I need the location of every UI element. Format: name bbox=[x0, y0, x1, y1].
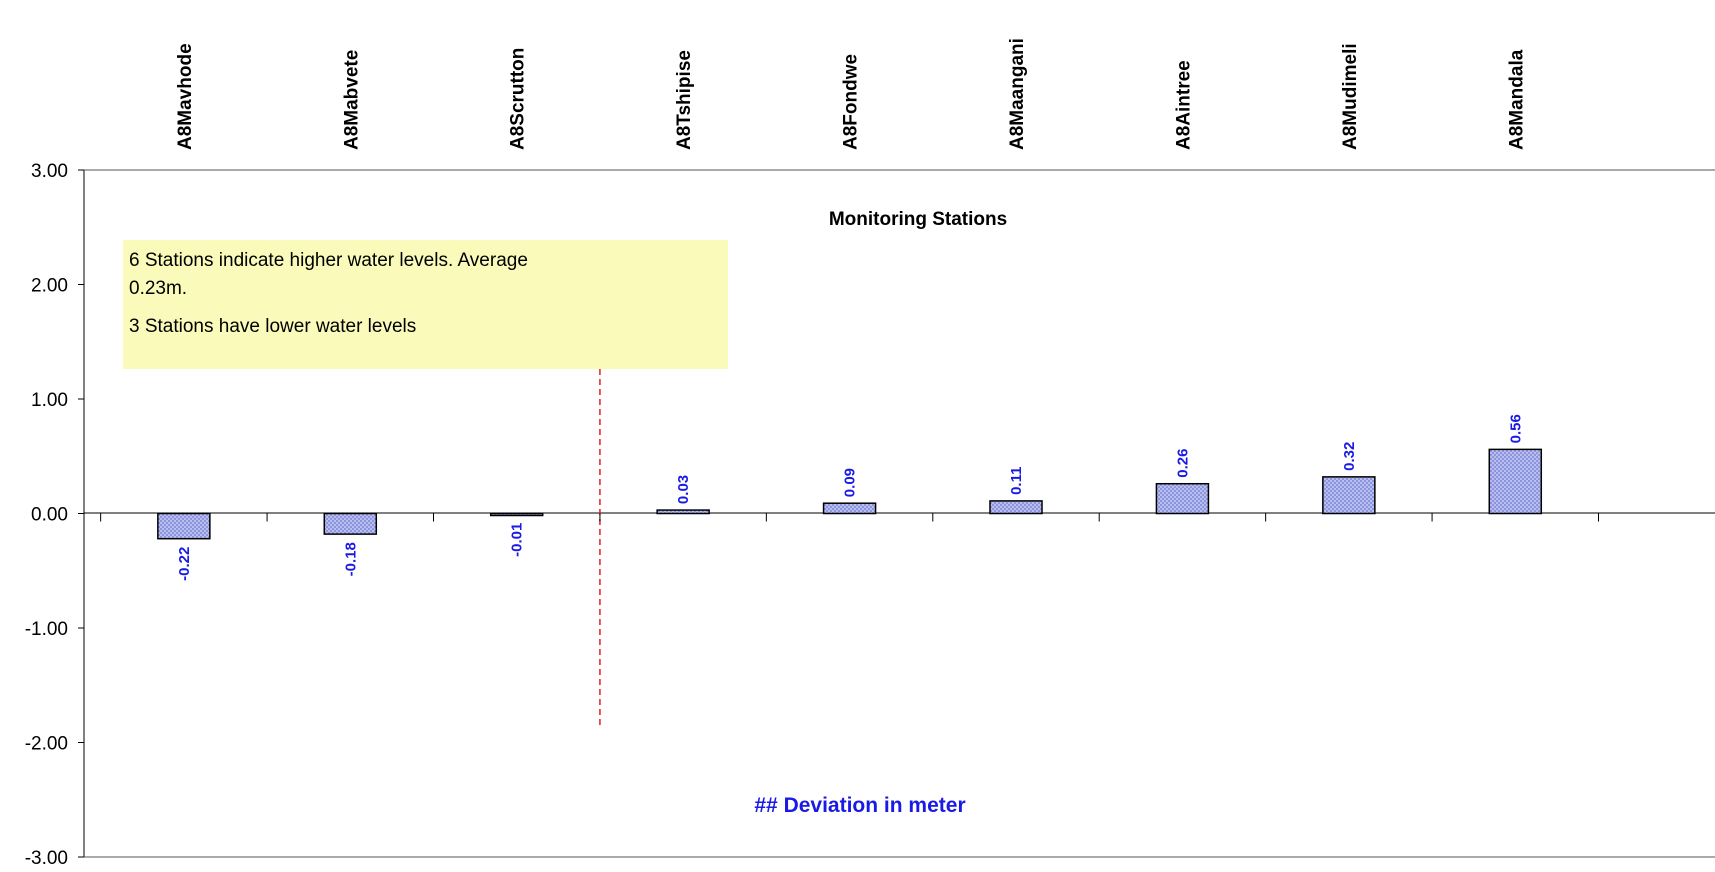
data-label: 0.32 bbox=[1341, 442, 1358, 471]
bar-a8aintree bbox=[1155, 482, 1210, 515]
category-label: A8Mavhode bbox=[175, 43, 196, 150]
category-label: A8Aintree bbox=[1173, 60, 1194, 150]
deviation-label: ## Deviation in meter bbox=[754, 794, 965, 817]
data-label: 0.03 bbox=[675, 475, 692, 504]
category-label: A8Maangani bbox=[1007, 38, 1028, 150]
category-labels: A8Mavhode A8Mabvete A8Scrutton A8Tshipise A8… bbox=[175, 38, 1527, 150]
category-label: A8Mabvete bbox=[341, 50, 362, 150]
bar-a8scrutton bbox=[489, 512, 544, 517]
bar-a8mabvete bbox=[323, 512, 378, 535]
bar-a8maangani bbox=[989, 500, 1043, 515]
y-tick-label: 1.00 bbox=[31, 390, 68, 411]
y-axis-ticks: 3.00 2.00 1.00 0.00 -1.00 -2.00 -3.00 bbox=[25, 161, 84, 869]
x-axis-ticks bbox=[100, 513, 1599, 522]
data-label: 0.09 bbox=[842, 468, 859, 497]
category-label: A8Tshipise bbox=[674, 50, 695, 150]
annotation-line-3: 3 Stations have lower water levels bbox=[129, 316, 416, 337]
data-labels: -0.22 -0.18 -0.01 0.03 0.09 0.11 0.26 0.32 0.56 bbox=[176, 414, 1524, 581]
bar-a8tshipise bbox=[656, 509, 710, 515]
y-tick-label: 3.00 bbox=[31, 161, 68, 182]
chart-title: Monitoring Stations bbox=[829, 209, 1007, 230]
data-label: 0.11 bbox=[1008, 467, 1025, 495]
category-label: A8Fondwe bbox=[841, 54, 862, 150]
y-tick-label: -2.00 bbox=[25, 734, 68, 755]
annotation-line-1: 6 Stations indicate higher water levels.… bbox=[129, 250, 528, 271]
annotation-box bbox=[123, 240, 728, 369]
category-label: A8Scrutton bbox=[508, 48, 529, 150]
category-label: A8Mudimeli bbox=[1340, 43, 1361, 150]
bar-a8mandala bbox=[1488, 448, 1543, 515]
y-tick-label: -3.00 bbox=[25, 848, 68, 869]
y-tick-label: -1.00 bbox=[25, 619, 68, 640]
bar-a8mudimeli bbox=[1322, 476, 1376, 515]
data-label: -0.01 bbox=[509, 523, 526, 557]
bar-a8fondwe bbox=[822, 502, 877, 515]
data-label: 0.26 bbox=[1174, 449, 1191, 478]
data-label: -0.18 bbox=[342, 542, 359, 576]
category-label: A8Mandala bbox=[1506, 49, 1527, 150]
bars bbox=[157, 448, 1543, 540]
data-label: 0.56 bbox=[1507, 414, 1524, 443]
annotation-line-2: 0.23m. bbox=[129, 278, 187, 299]
y-tick-label: 2.00 bbox=[31, 276, 68, 297]
bar-a8mavhode bbox=[157, 512, 211, 540]
y-tick-label: 0.00 bbox=[31, 505, 68, 526]
data-label: -0.22 bbox=[176, 547, 193, 581]
